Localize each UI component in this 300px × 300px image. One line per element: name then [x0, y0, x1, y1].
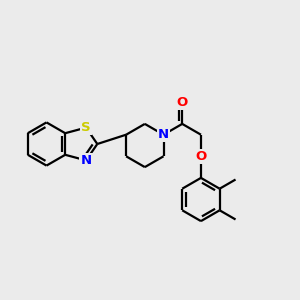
Text: N: N	[80, 154, 92, 167]
Text: S: S	[81, 121, 91, 134]
Text: O: O	[195, 150, 207, 163]
Text: O: O	[177, 96, 188, 109]
Text: N: N	[158, 128, 169, 141]
